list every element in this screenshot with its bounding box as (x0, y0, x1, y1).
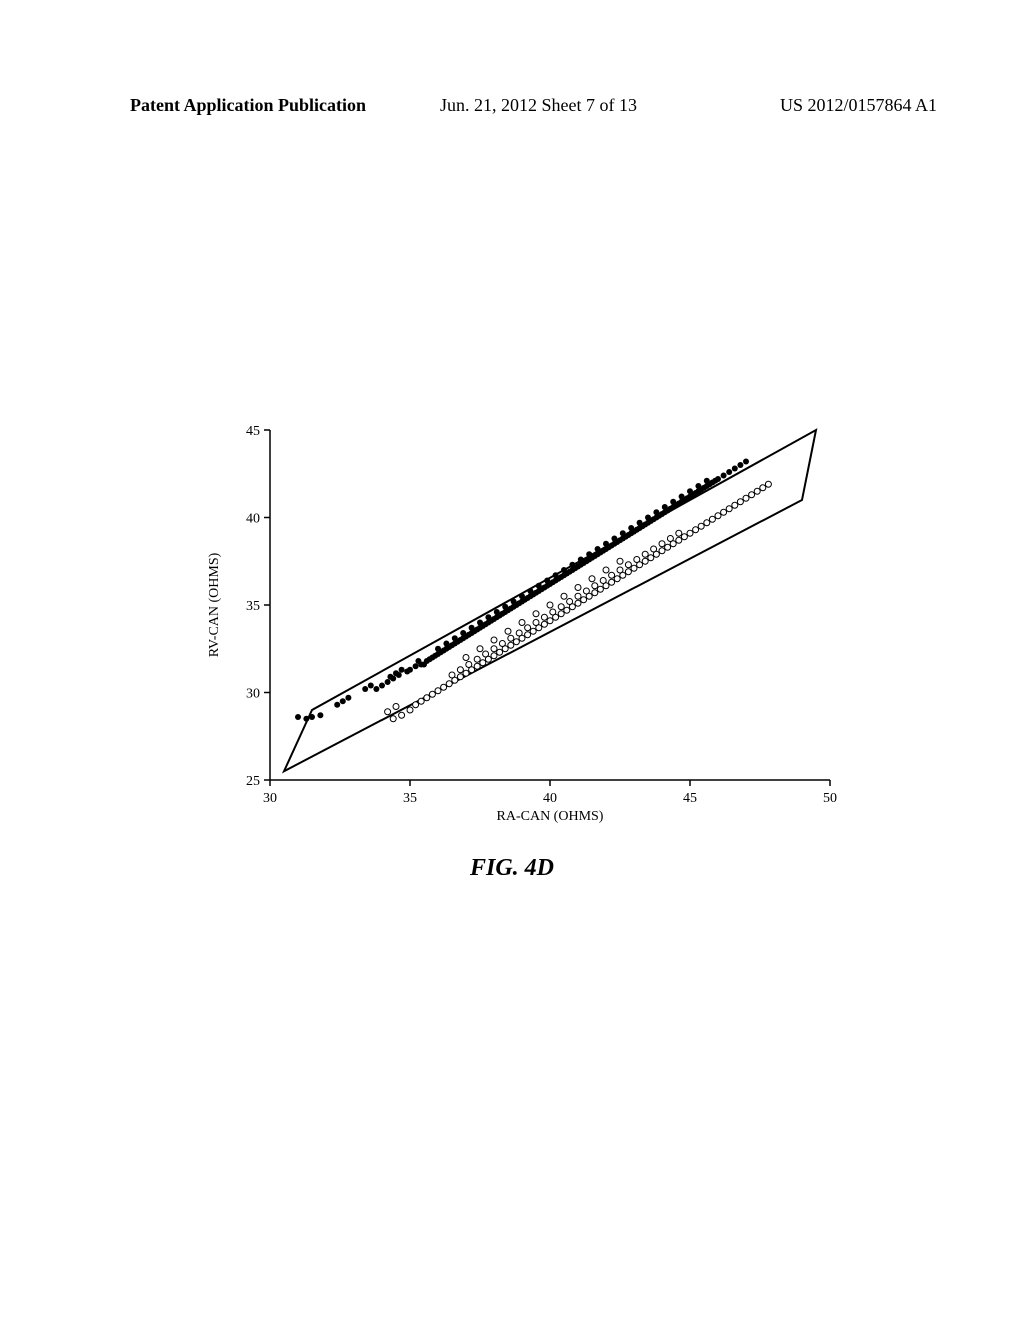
svg-text:25: 25 (246, 774, 260, 789)
svg-text:50: 50 (823, 791, 837, 806)
svg-text:45: 45 (683, 791, 697, 806)
header-right: US 2012/0157864 A1 (780, 95, 937, 116)
svg-text:RV-CAN (OHMS): RV-CAN (OHMS) (207, 552, 222, 657)
scatter-chart: 30354045502530354045RA-CAN (OHMS)RV-CAN … (200, 420, 840, 840)
svg-text:45: 45 (246, 424, 260, 439)
svg-text:40: 40 (246, 512, 260, 527)
figure-caption: FIG. 4D (0, 855, 1024, 882)
svg-text:35: 35 (403, 791, 417, 806)
svg-text:30: 30 (263, 791, 277, 806)
svg-text:RA-CAN (OHMS): RA-CAN (OHMS) (497, 809, 604, 824)
svg-text:40: 40 (543, 791, 557, 806)
header-left: Patent Application Publication (130, 95, 366, 116)
svg-text:30: 30 (246, 687, 260, 702)
header-center: Jun. 21, 2012 Sheet 7 of 13 (440, 95, 637, 116)
svg-text:35: 35 (246, 599, 260, 614)
